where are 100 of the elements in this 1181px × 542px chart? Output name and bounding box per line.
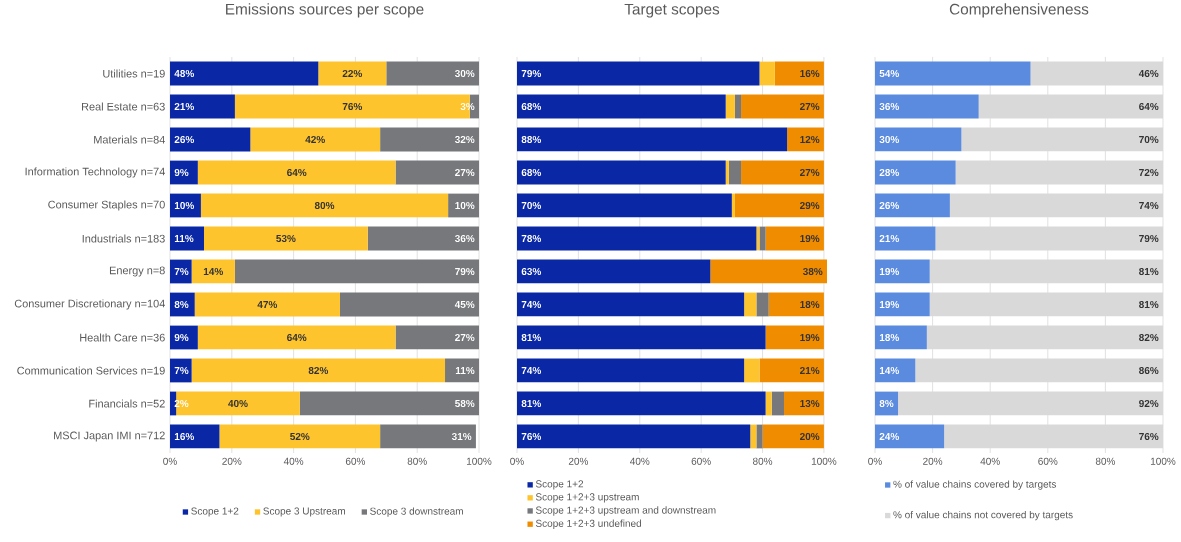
bar bbox=[517, 127, 788, 152]
data-label: 63% bbox=[521, 267, 542, 276]
bar bbox=[170, 160, 198, 185]
bar bbox=[367, 226, 480, 251]
bar bbox=[759, 226, 766, 251]
bar bbox=[759, 358, 824, 383]
x-tick-label: 100% bbox=[1150, 457, 1176, 465]
data-label: 70% bbox=[1139, 135, 1159, 144]
data-label: 79% bbox=[1139, 234, 1159, 243]
bar bbox=[170, 292, 195, 317]
x-tick-label: 40% bbox=[630, 457, 650, 465]
bar bbox=[204, 226, 368, 251]
data-label: 12% bbox=[800, 135, 820, 144]
bar bbox=[875, 160, 956, 185]
data-label: 22% bbox=[342, 69, 363, 78]
data-label: 11% bbox=[174, 234, 194, 243]
data-label: 31% bbox=[451, 432, 472, 441]
data-label: 21% bbox=[174, 102, 195, 111]
bar bbox=[191, 259, 235, 284]
bar bbox=[517, 325, 766, 350]
data-label: 27% bbox=[455, 333, 475, 342]
y-tick-label: MSCI Japan IMI n=712 bbox=[54, 431, 165, 442]
bar bbox=[517, 160, 726, 185]
data-label: 58% bbox=[455, 399, 475, 408]
bar bbox=[234, 259, 480, 284]
data-label: 81% bbox=[521, 333, 542, 342]
bar bbox=[756, 292, 769, 317]
data-label: 82% bbox=[308, 366, 329, 375]
bar bbox=[725, 94, 735, 119]
bar bbox=[176, 391, 300, 416]
data-label: 24% bbox=[879, 432, 900, 441]
bar bbox=[170, 424, 220, 449]
data-label: 78% bbox=[521, 234, 542, 243]
data-label: 11% bbox=[455, 366, 475, 375]
data-label: 16% bbox=[800, 69, 820, 78]
x-tick-label: 60% bbox=[345, 457, 366, 465]
legend-label: Scope 1+2+3 upstream bbox=[535, 493, 639, 503]
bar bbox=[784, 391, 824, 416]
legend-label: % of value chains covered by targets bbox=[893, 480, 1057, 490]
data-label: 79% bbox=[455, 267, 475, 276]
bar bbox=[170, 226, 204, 251]
bar bbox=[219, 424, 381, 449]
bar bbox=[787, 127, 824, 152]
data-label: 72% bbox=[1139, 168, 1159, 177]
x-tick-label: 100% bbox=[811, 457, 837, 465]
y-tick-label: Utilities n=19 bbox=[103, 69, 165, 78]
bar bbox=[517, 358, 745, 383]
y-tick-label: Financials n=52 bbox=[89, 399, 165, 408]
data-label: 79% bbox=[521, 69, 542, 78]
y-tick-label: Health Care n=36 bbox=[80, 333, 165, 342]
data-label: 27% bbox=[800, 102, 820, 111]
data-label: 27% bbox=[455, 168, 475, 177]
x-tick-label: 0% bbox=[510, 457, 524, 465]
data-label: 81% bbox=[521, 399, 542, 408]
bar bbox=[875, 325, 927, 350]
bar bbox=[386, 61, 480, 86]
chart-title: Comprehensiveness bbox=[949, 3, 1089, 18]
bar bbox=[250, 127, 381, 152]
bar bbox=[170, 325, 198, 350]
data-label: 13% bbox=[800, 399, 820, 408]
bar bbox=[734, 94, 742, 119]
bar bbox=[762, 424, 824, 449]
legend-label: Scope 3 Upstream bbox=[263, 507, 345, 517]
legend-label: Scope 1+2 bbox=[191, 507, 239, 517]
legend-label: Scope 1+2 bbox=[535, 480, 584, 490]
data-label: 53% bbox=[276, 234, 296, 243]
data-label: 21% bbox=[800, 366, 820, 375]
data-label: 9% bbox=[174, 333, 189, 342]
data-label: 42% bbox=[305, 135, 325, 144]
bar bbox=[197, 325, 396, 350]
data-label: 45% bbox=[454, 300, 475, 309]
data-label: 74% bbox=[521, 300, 542, 309]
x-tick-label: 80% bbox=[752, 457, 773, 465]
bar bbox=[875, 358, 916, 383]
bar bbox=[875, 94, 979, 119]
data-label: 20% bbox=[800, 432, 820, 441]
bar bbox=[395, 325, 480, 350]
chart-title: Target scopes bbox=[624, 3, 720, 18]
x-tick-label: 80% bbox=[1095, 457, 1116, 465]
bar bbox=[445, 358, 480, 383]
bar bbox=[191, 358, 446, 383]
bar bbox=[299, 391, 480, 416]
data-label: 19% bbox=[879, 300, 900, 309]
data-label: 7% bbox=[174, 366, 189, 375]
data-label: 10% bbox=[174, 201, 195, 210]
data-label: 8% bbox=[174, 300, 189, 309]
bar bbox=[517, 424, 751, 449]
data-label: 76% bbox=[521, 432, 542, 441]
bar bbox=[728, 160, 742, 185]
data-label: 46% bbox=[1138, 69, 1159, 78]
data-label: 81% bbox=[1139, 267, 1159, 276]
data-label: 64% bbox=[1139, 102, 1159, 111]
bar bbox=[200, 193, 449, 218]
bar bbox=[710, 259, 828, 284]
bar bbox=[765, 226, 824, 251]
data-label: 64% bbox=[287, 168, 307, 177]
chart-title: Emissions sources per scope bbox=[226, 3, 424, 18]
data-label: 9% bbox=[174, 168, 189, 177]
y-tick-label: Consumer Discretionary n=104 bbox=[14, 299, 165, 310]
data-label: 38% bbox=[802, 267, 823, 276]
